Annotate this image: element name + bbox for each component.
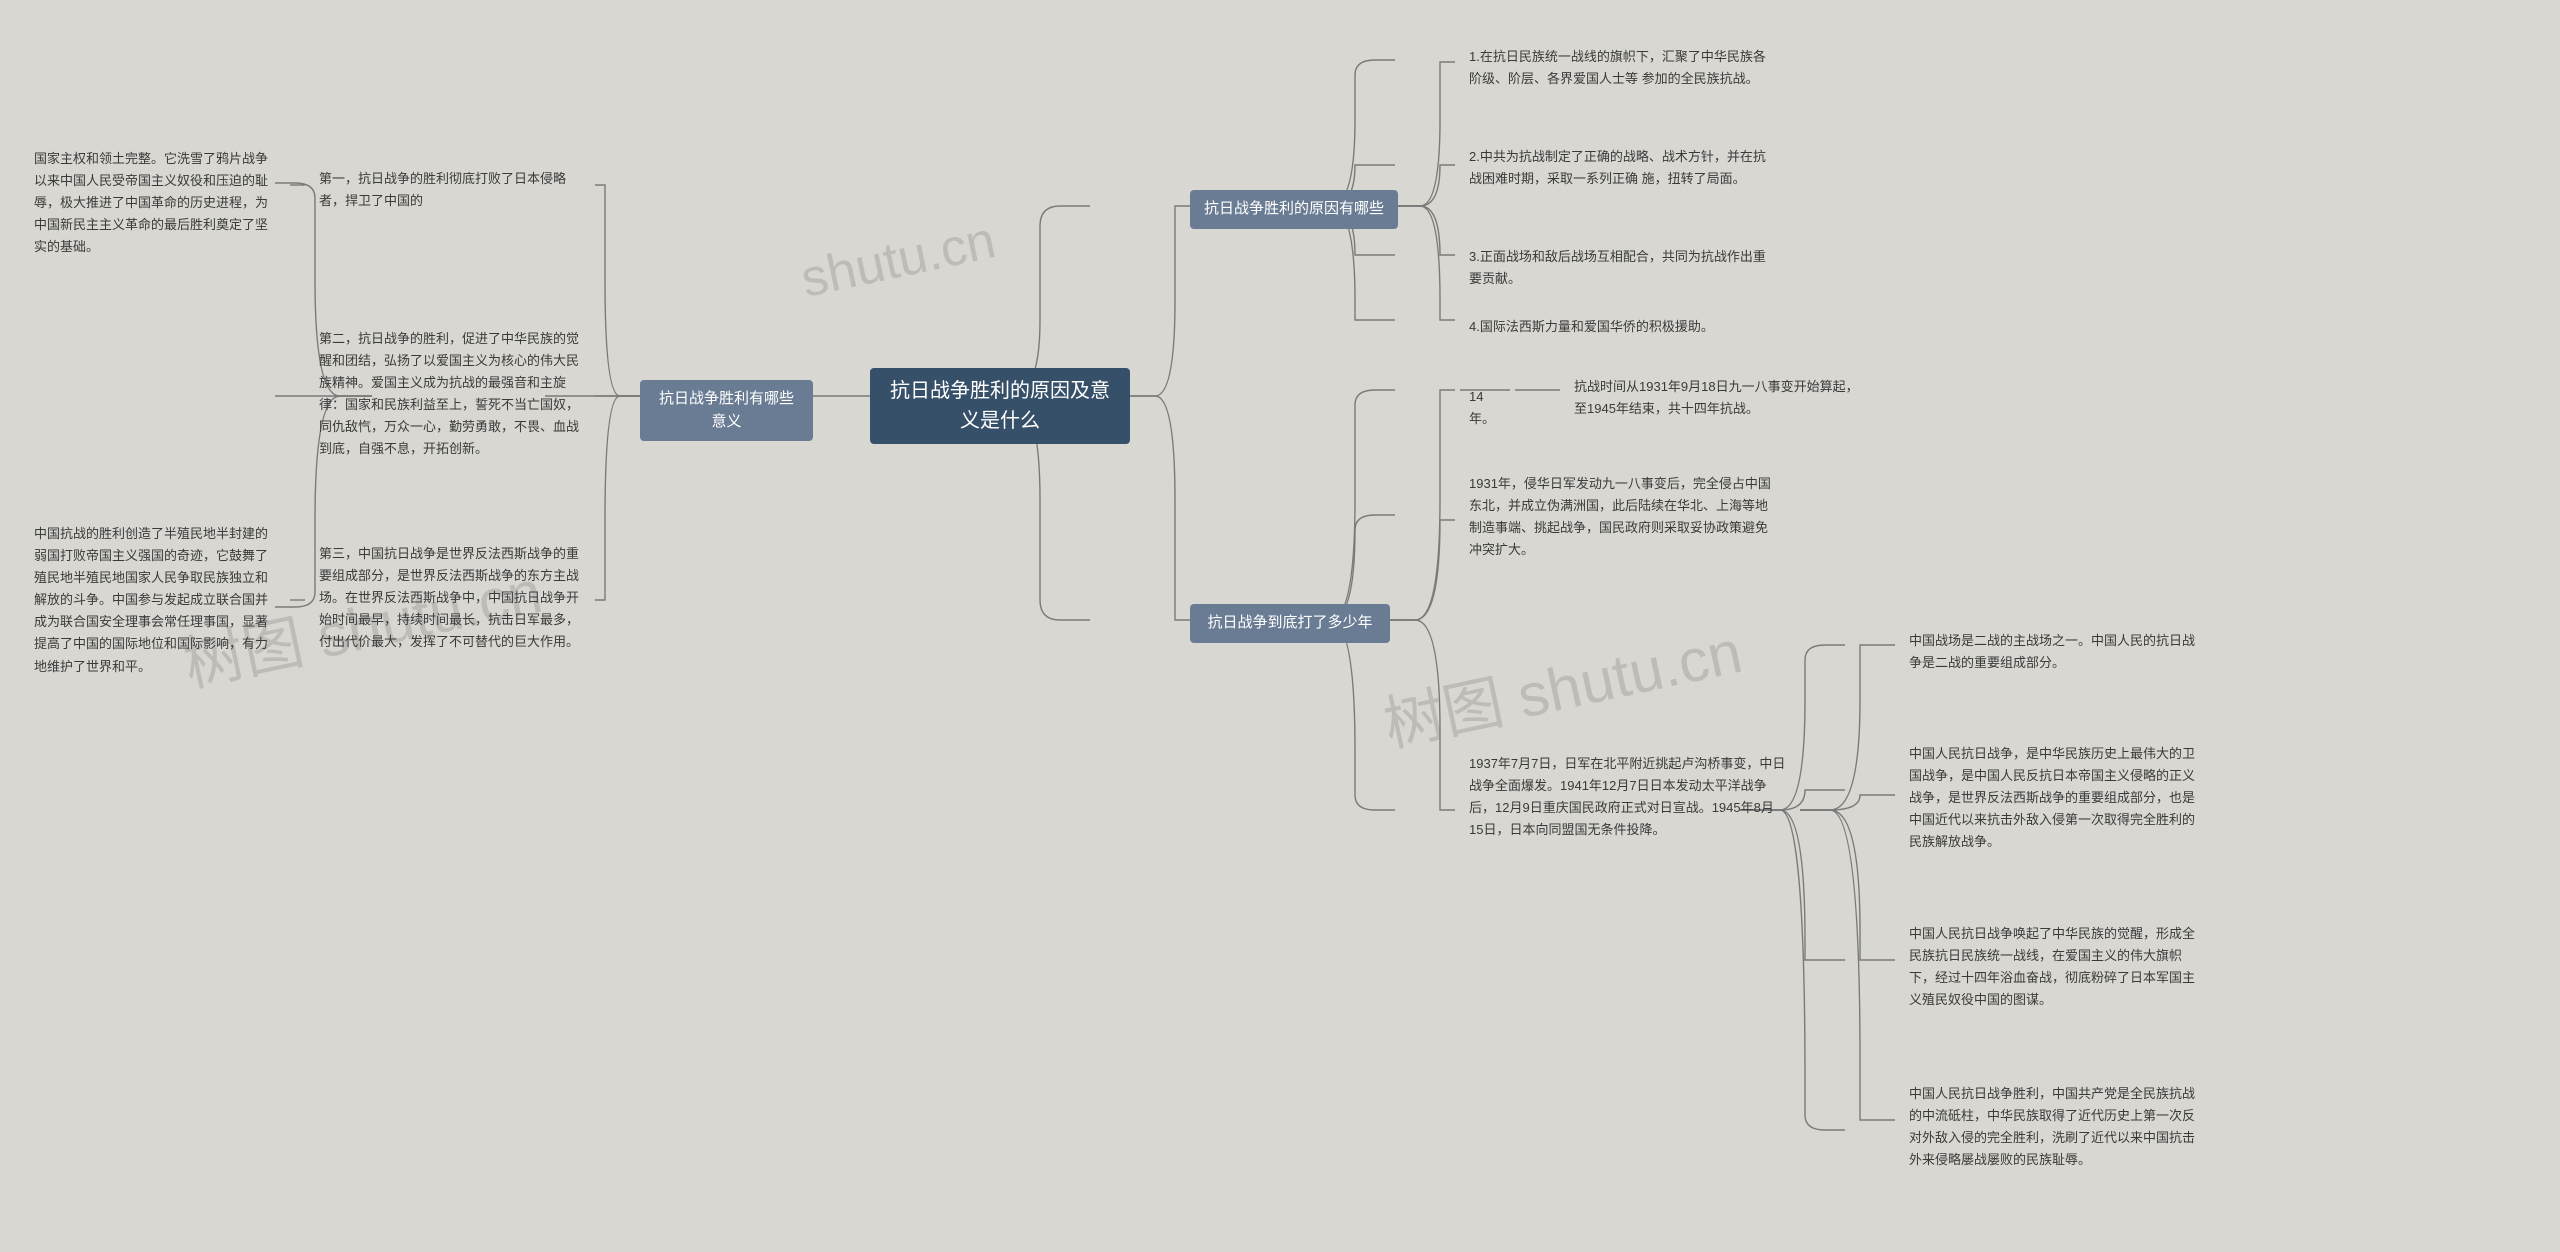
reason-item-1: 1.在抗日民族统一战线的旗帜下，汇聚了中华民族各阶级、阶层、各界爱国人士等 参加… bbox=[1455, 38, 1785, 98]
meaning-detail-1: 国家主权和领土完整。它洗雪了鸦片战争以来中国人民受帝国主义奴役和压迫的耻辱，极大… bbox=[20, 140, 290, 266]
root-node: 抗日战争胜利的原因及意义是什么 bbox=[870, 368, 1130, 444]
branch-years: 抗日战争到底打了多少年 bbox=[1190, 604, 1390, 643]
meaning-head-1: 第一，抗日战争的胜利彻底打败了日本侵略者，捍卫了中国的 bbox=[305, 160, 595, 220]
years-1931: 1931年，侵华日军发动九一八事变后，完全侵占中国东北，并成立伪满洲国，此后陆续… bbox=[1455, 465, 1785, 569]
years-14: 14年。 bbox=[1455, 378, 1515, 438]
reason-item-3: 3.正面战场和敌后战场互相配合，共同为抗战作出重要贡献。 bbox=[1455, 238, 1785, 298]
branch-reasons: 抗日战争胜利的原因有哪些 bbox=[1190, 190, 1398, 229]
meaning-detail-3: 中国抗战的胜利创造了半殖民地半封建的弱国打败帝国主义强国的奇迹，它鼓舞了殖民地半… bbox=[20, 515, 290, 686]
meaning-head-2: 第二，抗日战争的胜利，促进了中华民族的觉醒和团结，弘扬了以爱国主义为核心的伟大民… bbox=[305, 320, 595, 469]
years-1937-sub-2: 中国人民抗日战争，是中华民族历史上最伟大的卫国战争，是中国人民反抗日本帝国主义侵… bbox=[1895, 735, 2215, 861]
reason-item-4: 4.国际法西斯力量和爱国华侨的积极援助。 bbox=[1455, 308, 1785, 346]
years-1937: 1937年7月7日，日军在北平附近挑起卢沟桥事变，中日战争全面爆发。1941年1… bbox=[1455, 745, 1800, 849]
watermark: 树图 shutu.cn bbox=[1375, 603, 1749, 764]
meaning-head-3: 第三，中国抗日战争是世界反法西斯战争的重要组成部分，是世界反法西斯战争的东方主战… bbox=[305, 535, 595, 661]
branch-meanings: 抗日战争胜利有哪些意义 bbox=[640, 380, 813, 441]
years-1937-sub-3: 中国人民抗日战争唤起了中华民族的觉醒，形成全民族抗日民族统一战线，在爱国主义的伟… bbox=[1895, 915, 2215, 1019]
reason-item-2: 2.中共为抗战制定了正确的战略、战术方针，并在抗战困难时期，采取一系列正确 施，… bbox=[1455, 138, 1785, 198]
branch-reasons-label: 抗日战争胜利的原因有哪些 bbox=[1204, 198, 1384, 221]
years-14-detail: 抗战时间从1931年9月18日九一八事变开始算起，至1945年结束，共十四年抗战… bbox=[1560, 368, 1880, 428]
branch-meanings-label: 抗日战争胜利有哪些意义 bbox=[654, 388, 799, 433]
watermark: shutu.cn bbox=[796, 210, 1001, 310]
years-1937-sub-1: 中国战场是二战的主战场之一。中国人民的抗日战争是二战的重要组成部分。 bbox=[1895, 622, 2215, 682]
root-label: 抗日战争胜利的原因及意义是什么 bbox=[884, 376, 1116, 436]
years-1937-sub-4: 中国人民抗日战争胜利，中国共产党是全民族抗战的中流砥柱，中华民族取得了近代历史上… bbox=[1895, 1075, 2215, 1179]
branch-years-label: 抗日战争到底打了多少年 bbox=[1207, 612, 1372, 635]
